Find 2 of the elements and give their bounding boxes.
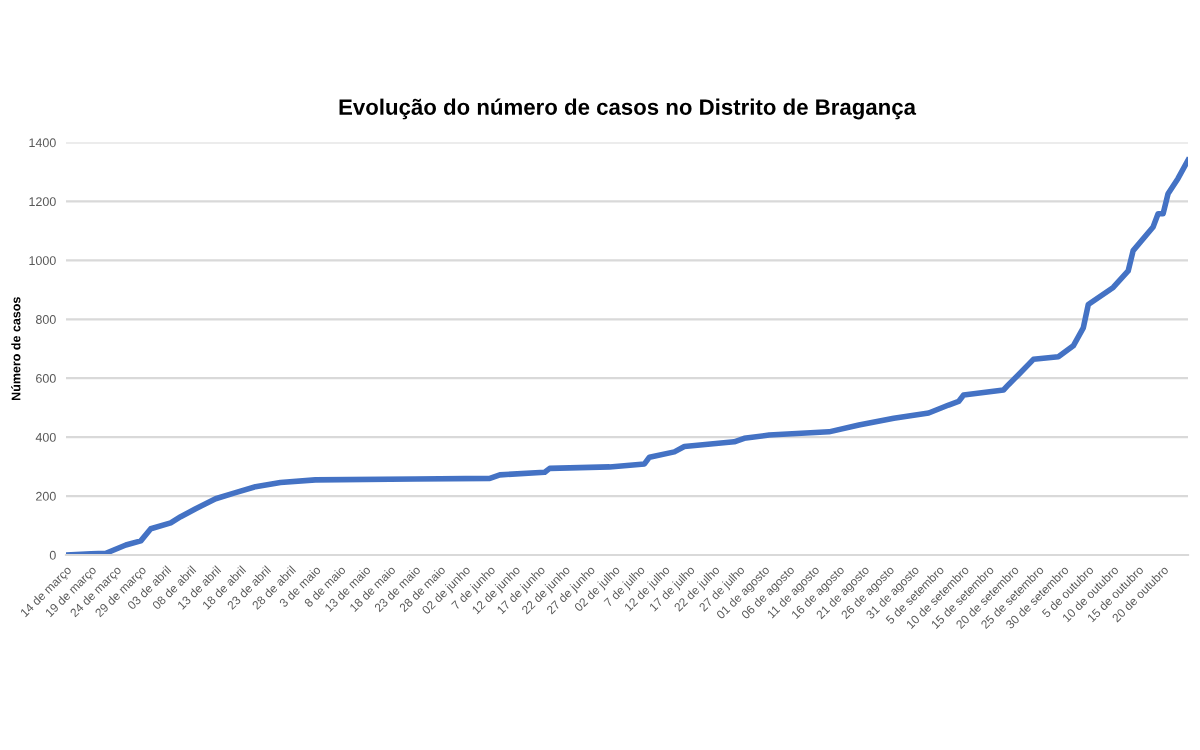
line-series xyxy=(66,157,1188,555)
chart-title: Evolução do número de casos no Distrito de Bragança xyxy=(339,98,917,120)
